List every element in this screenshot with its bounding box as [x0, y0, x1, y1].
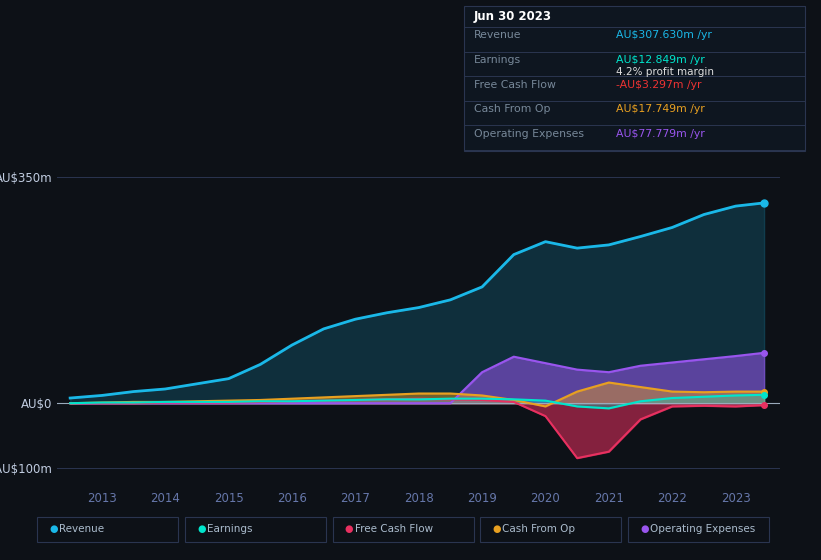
Text: Revenue: Revenue [59, 524, 104, 534]
Text: ●: ● [640, 524, 649, 534]
Text: Cash From Op: Cash From Op [474, 104, 550, 114]
Text: ●: ● [197, 524, 205, 534]
Text: AU$12.849m /yr: AU$12.849m /yr [616, 55, 704, 65]
Text: ●: ● [493, 524, 501, 534]
Text: -AU$3.297m /yr: -AU$3.297m /yr [616, 80, 701, 90]
Text: Earnings: Earnings [474, 55, 521, 65]
Text: 4.2% profit margin: 4.2% profit margin [616, 67, 713, 77]
Text: Free Cash Flow: Free Cash Flow [474, 80, 556, 90]
Text: Earnings: Earnings [207, 524, 252, 534]
Text: ●: ● [345, 524, 353, 534]
Text: Jun 30 2023: Jun 30 2023 [474, 10, 552, 23]
Text: Operating Expenses: Operating Expenses [474, 129, 584, 139]
Text: AU$77.779m /yr: AU$77.779m /yr [616, 129, 704, 139]
Text: AU$307.630m /yr: AU$307.630m /yr [616, 30, 712, 40]
Text: Cash From Op: Cash From Op [502, 524, 576, 534]
Text: ●: ● [49, 524, 57, 534]
Text: AU$17.749m /yr: AU$17.749m /yr [616, 104, 704, 114]
Text: Operating Expenses: Operating Expenses [650, 524, 755, 534]
Text: Free Cash Flow: Free Cash Flow [355, 524, 433, 534]
Text: Revenue: Revenue [474, 30, 521, 40]
